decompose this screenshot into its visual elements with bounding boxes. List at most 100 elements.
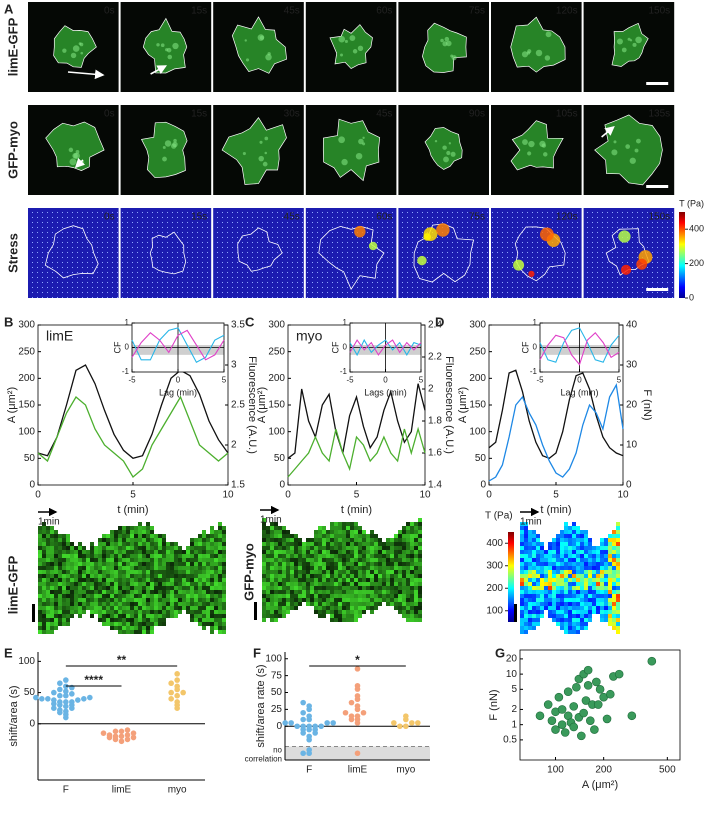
kymograph-pixel [70,586,74,590]
kymograph-pixel [206,586,210,590]
kymograph-pixel [338,554,342,558]
kymograph-pixel [166,574,170,578]
kymograph-pixel [218,582,222,586]
cell [611,22,649,67]
kymograph-pixel [142,550,146,554]
x-tick-label: 10 [222,490,234,501]
kymograph-pixel [552,610,556,614]
kymograph-pixel [138,546,142,550]
kymograph-pixel [282,526,286,530]
kymograph-pixel [588,542,592,546]
kymograph-pixel [398,570,402,574]
kymograph-pixel [74,558,78,562]
time-label: 45s [376,109,392,120]
cell-speckle [245,58,250,62]
kymograph-pixel [350,534,354,538]
kymograph-pixel [358,562,362,566]
kymograph-pixel [266,526,270,530]
kymograph-pixel [138,538,142,542]
kymograph-pixel [298,586,302,590]
row-label: GFP-myo [5,121,20,179]
kymograph-pixel [170,594,174,598]
kymograph-pixel [182,566,186,570]
kymograph-pixel [414,566,418,570]
kymograph-pixel [262,554,266,558]
kymograph-pixel [318,574,322,578]
kymograph-pixel [334,606,338,610]
kymograph-pixel [394,554,398,558]
data-point [590,725,599,734]
kymograph-pixel [596,546,600,550]
kymograph-pixel [342,542,346,546]
cell-speckle [340,53,343,57]
data-point [330,720,336,726]
kymograph-pixel [90,546,94,550]
cell-speckle [440,38,444,43]
kymograph-pixel [66,602,70,606]
kymograph-pixel [270,590,274,594]
kymograph-pixel [540,614,544,618]
kymograph-pixel [142,594,146,598]
kymograph-pixel [94,578,98,582]
kymograph-pixel [528,618,532,622]
kymograph-pixel [38,558,42,562]
kymograph-pixel [78,602,82,606]
kymograph-pixel [544,574,548,578]
kymograph-pixel [402,542,406,546]
kymograph-pixel [342,538,346,542]
kymograph-pixel [560,562,564,566]
kymograph-pixel [612,614,616,618]
kymograph-pixel [206,610,210,614]
kymograph-pixel [222,626,226,630]
kymograph-pixel [150,570,154,574]
kymograph-pixel [82,554,86,558]
kymograph-pixel [102,610,106,614]
kymograph-pixel [38,534,42,538]
kymograph-pixel [600,578,604,582]
cell [422,22,467,73]
kymograph-pixel [290,606,294,610]
kymograph-pixel [382,542,386,546]
kymograph-pixel [162,546,166,550]
kymograph-pixel [616,574,620,578]
kymograph-pixel [572,606,576,610]
kymograph-pixel [58,534,62,538]
time-scale: 1min [260,515,282,526]
kymograph-pixel [382,546,386,550]
kymograph-pixel [572,614,576,618]
kymograph-pixel [218,578,222,582]
kymograph-pixel [38,582,42,586]
data-line [287,426,426,478]
kymograph-pixel [210,590,214,594]
kymograph-pixel [270,534,274,538]
kymograph-pixel [118,586,122,590]
kymograph-pixel [592,558,596,562]
kymograph-pixel [588,578,592,582]
kymograph-pixel [378,562,382,566]
kymograph-pixel [138,550,142,554]
y2-tick-label: 2 [231,440,237,451]
cell-speckle [362,136,365,140]
kymograph-pixel [170,554,174,558]
kymograph-pixel [150,622,154,626]
kymograph-pixel [118,526,122,530]
kymograph-pixel [390,542,394,546]
kymograph-pixel [198,622,202,626]
kymograph-pixel [604,542,608,546]
kymograph-pixel [294,582,298,586]
kymograph-pixel [178,602,182,606]
kymograph-pixel [74,546,78,550]
kymograph-pixel [584,614,588,618]
kymograph-pixel [584,578,588,582]
kymograph-pixel [126,578,130,582]
kymograph-pixel [174,590,178,594]
kymograph-pixel [210,582,214,586]
kymograph-pixel [406,530,410,534]
kymograph-pixel [262,542,266,546]
kymograph-pixel [218,594,222,598]
kymograph-pixel [50,542,54,546]
kymograph-pixel [138,606,142,610]
kymograph-pixel [266,598,270,602]
kymograph-pixel [532,586,536,590]
cell-speckle [611,149,618,156]
